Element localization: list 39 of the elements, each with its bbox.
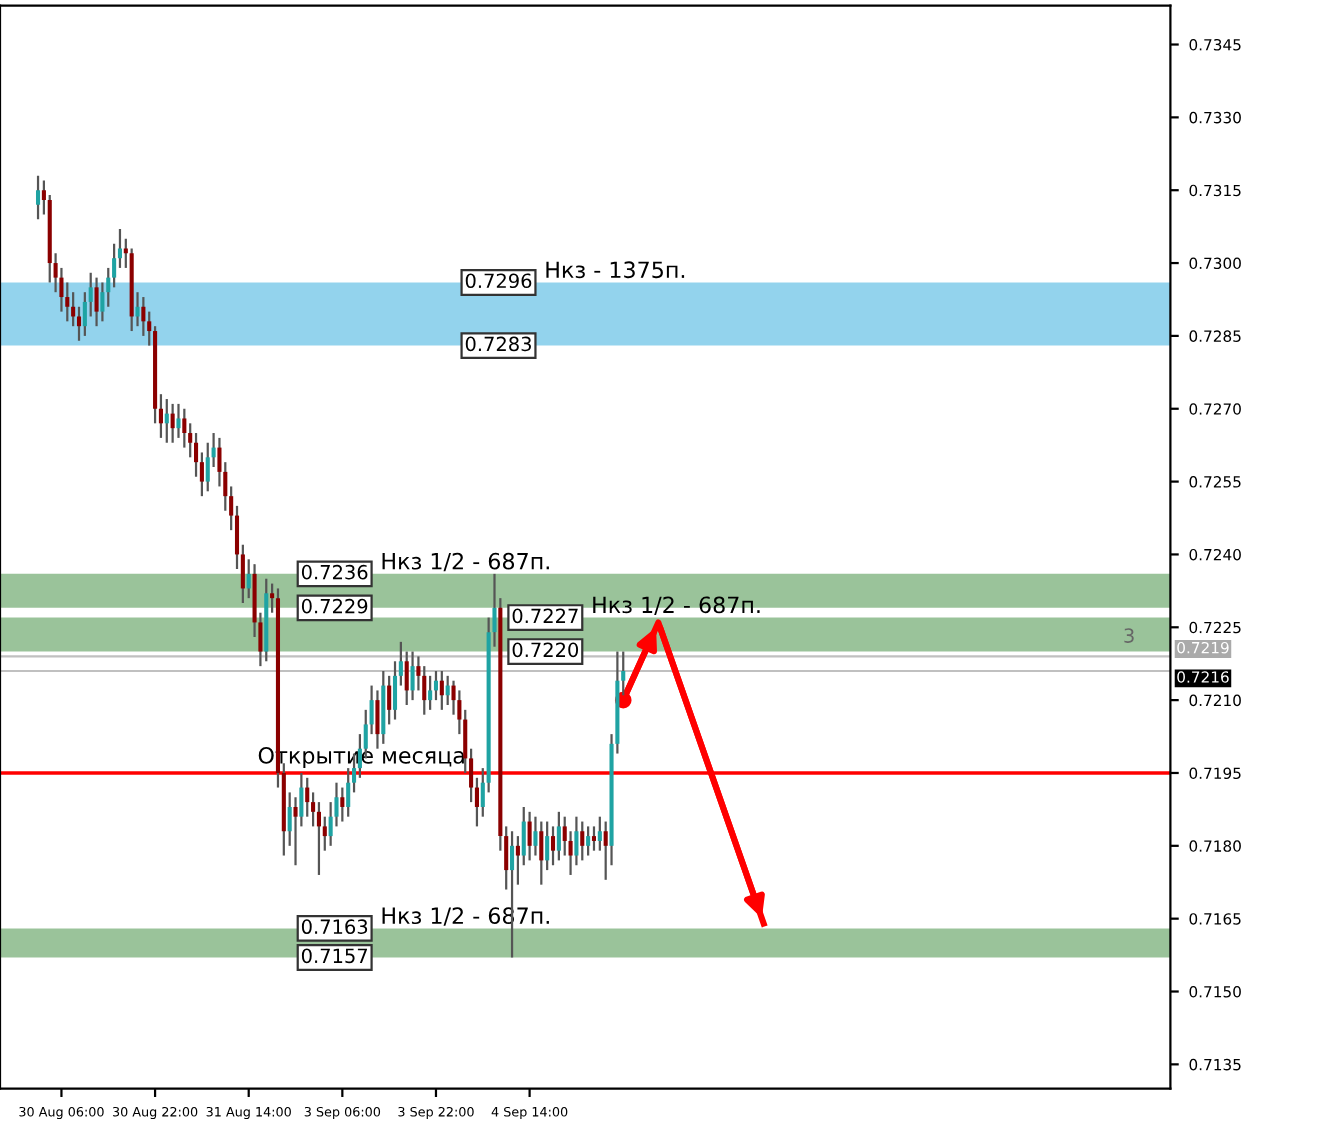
candlestick: [141, 295, 146, 338]
annotation: 0.7229: [301, 598, 368, 614]
annotation: 0.7163: [301, 919, 368, 935]
candlestick: [340, 786, 345, 823]
candlestick: [387, 674, 392, 726]
candlestick: [556, 810, 561, 862]
annotation: 0.7220: [512, 642, 579, 658]
candlestick: [94, 276, 99, 328]
candlestick: [404, 650, 409, 707]
candlestick: [439, 669, 444, 711]
annotation: 3: [1124, 628, 1134, 643]
candlestick: [527, 810, 532, 862]
candlestick: [515, 835, 520, 886]
candlestick: [205, 441, 210, 493]
band-label: Нкз 1/2 - 687п.: [382, 552, 549, 572]
candlestick: [182, 407, 187, 449]
candlestick: [574, 815, 579, 867]
candlestick: [545, 820, 550, 872]
annotation: 0.7236: [301, 564, 368, 580]
candlestick: [539, 820, 544, 886]
candlestick: [428, 674, 433, 711]
annotation: 0.7227: [512, 608, 578, 624]
candlestick: [586, 825, 591, 857]
annotation: 0.7283: [465, 336, 531, 352]
candlestick: [550, 825, 556, 867]
candlestick: [410, 650, 415, 702]
candlestick: [170, 402, 175, 444]
candlestick: [445, 674, 450, 707]
annotation: 0.7157: [301, 948, 368, 964]
band-label: Нкз 1/2 - 687п.: [593, 596, 760, 616]
candlestick: [597, 815, 602, 852]
candlestick: [580, 820, 585, 862]
candlestick: [305, 776, 310, 818]
annotation: 0.7296: [465, 273, 532, 289]
candlestick: [433, 669, 439, 702]
candlestick: [164, 397, 169, 444]
band-label: Нкз - 1375п.: [546, 261, 685, 279]
candlestick: [35, 174, 41, 221]
candlestick: [591, 825, 597, 852]
